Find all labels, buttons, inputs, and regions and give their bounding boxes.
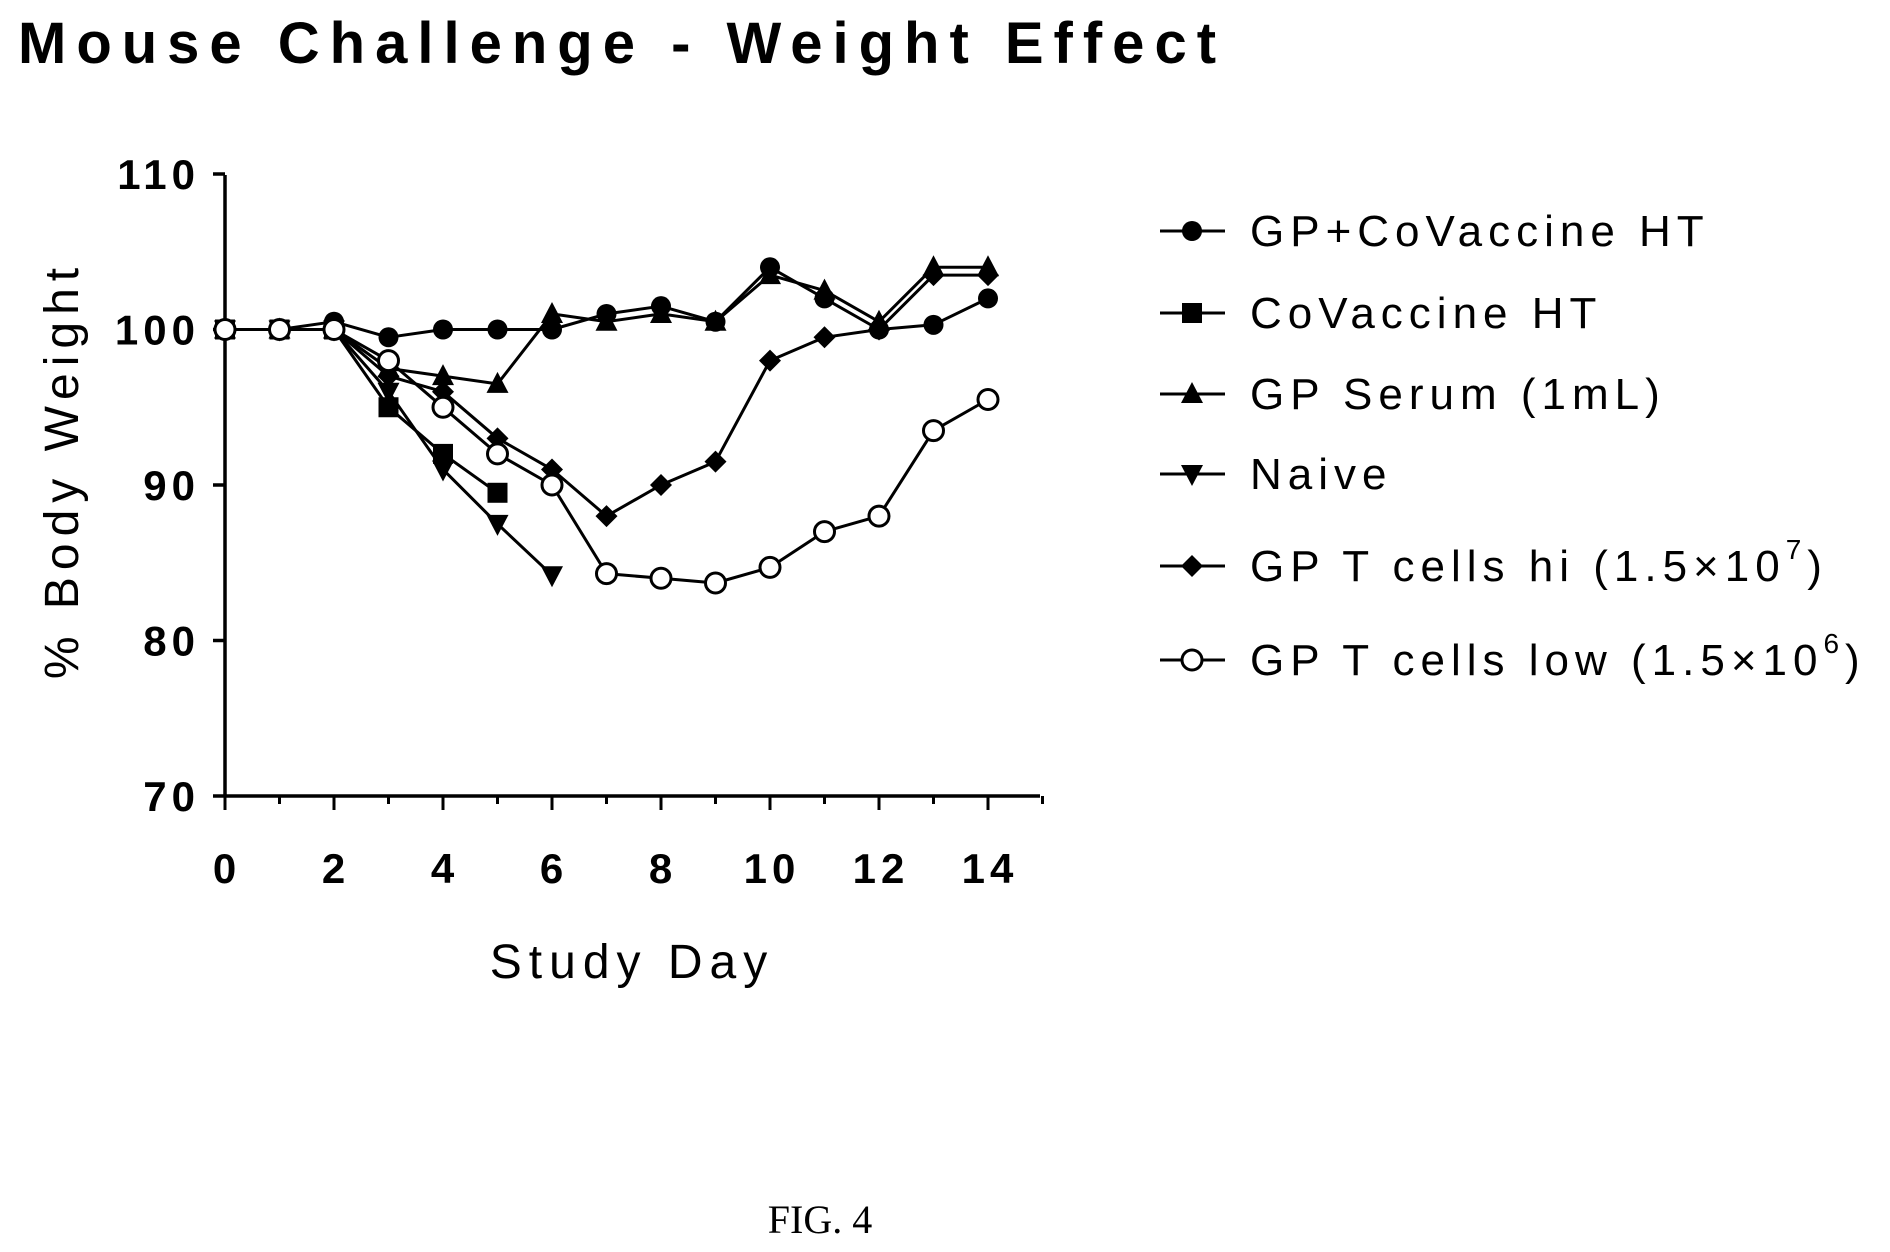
data-point xyxy=(377,349,400,373)
data-point xyxy=(650,474,672,496)
y-ticks: 70 80 90 100 110 xyxy=(115,151,225,820)
data-point xyxy=(759,349,781,372)
legend-label: GP T cells low (1.5×106) xyxy=(1250,628,1866,685)
series-layer xyxy=(213,255,1000,595)
data-point xyxy=(813,278,836,300)
data-point xyxy=(923,314,944,335)
chart-title: Mouse Challenge - Weight Effect xyxy=(18,11,1226,76)
series-5 xyxy=(214,264,999,528)
legend-marker xyxy=(1181,465,1203,486)
data-point xyxy=(432,460,454,482)
data-point xyxy=(813,520,836,544)
data-point xyxy=(758,555,782,579)
x-axis-label: Study Day xyxy=(490,936,774,989)
legend-item: GP Serum (1mL) xyxy=(1160,370,1666,419)
data-point xyxy=(487,319,508,340)
data-point xyxy=(486,371,509,393)
legend-label: Naive xyxy=(1250,450,1393,499)
legend-label: CoVaccine HT xyxy=(1250,289,1602,338)
legend: GP+CoVaccine HT CoVaccine HT GP Serum (1mL… xyxy=(1160,207,1866,685)
x-tick-label: 12 xyxy=(853,845,910,892)
data-point xyxy=(486,514,509,536)
data-point xyxy=(268,318,291,341)
y-tick-label: 90 xyxy=(143,462,200,509)
x-tick-label: 2 xyxy=(322,845,350,892)
legend-item: GP T cells hi (1.5×107) xyxy=(1160,534,1828,591)
data-point xyxy=(595,505,618,528)
data-point xyxy=(433,319,453,340)
legend-exponent: 6 xyxy=(1823,628,1845,659)
data-point xyxy=(595,562,618,586)
legend-marker xyxy=(1181,555,1203,577)
legend-marker xyxy=(1181,382,1203,403)
data-point xyxy=(759,263,781,285)
x-tick-label: 8 xyxy=(649,845,677,892)
data-point xyxy=(650,301,672,323)
legend-item: CoVaccine HT xyxy=(1160,289,1602,338)
legend-exponent: 7 xyxy=(1786,534,1808,565)
data-point xyxy=(541,301,563,323)
axes xyxy=(223,175,1040,798)
legend-marker xyxy=(1182,303,1202,323)
x-tick-label: 4 xyxy=(431,845,459,892)
data-point xyxy=(922,264,945,287)
y-tick-label: 70 xyxy=(143,773,200,820)
data-point xyxy=(976,387,1000,411)
data-point xyxy=(541,566,563,588)
legend-label-end: ) xyxy=(1845,636,1866,685)
data-point xyxy=(704,450,727,473)
data-point xyxy=(595,309,618,331)
data-point xyxy=(540,473,564,497)
data-point xyxy=(213,318,237,341)
y-tick-label: 80 xyxy=(143,618,200,665)
data-point xyxy=(978,288,998,309)
data-point xyxy=(649,566,673,590)
legend-item: GP+CoVaccine HT xyxy=(1160,207,1710,256)
y-axis-label: % Body Weight xyxy=(36,261,89,679)
data-point xyxy=(322,318,346,341)
x-tick-label: 0 xyxy=(213,845,241,892)
legend-label-end: ) xyxy=(1807,542,1828,591)
legend-label: GP Serum (1mL) xyxy=(1250,370,1666,419)
data-point xyxy=(432,364,454,386)
series-6 xyxy=(213,318,1000,595)
series-line xyxy=(225,328,989,585)
data-point xyxy=(378,397,399,418)
x-tick-label: 14 xyxy=(962,845,1019,892)
data-point xyxy=(542,319,562,340)
data-point xyxy=(813,326,836,349)
data-point xyxy=(378,327,399,348)
data-point xyxy=(922,419,945,443)
data-point xyxy=(431,395,455,419)
y-tick-label: 100 xyxy=(115,307,200,354)
x-ticks: 0 2 4 6 8 10 12 14 xyxy=(213,796,1044,892)
legend-item: Naive xyxy=(1160,450,1393,499)
legend-item: GP T cells low (1.5×106) xyxy=(1160,628,1866,685)
y-tick-label: 110 xyxy=(117,151,200,198)
data-point xyxy=(433,443,453,464)
data-point xyxy=(704,309,727,331)
legend-label: GP T cells hi (1.5×107) xyxy=(1250,534,1828,591)
legend-marker xyxy=(1180,648,1204,672)
x-tick-label: 10 xyxy=(744,845,801,892)
legend-label: GP+CoVaccine HT xyxy=(1250,207,1710,256)
x-tick-label: 6 xyxy=(540,845,568,892)
data-point xyxy=(977,264,999,287)
data-point xyxy=(486,442,509,466)
data-point xyxy=(868,318,890,341)
figure-caption: FIG. 4 xyxy=(768,1197,872,1242)
data-point xyxy=(487,482,508,503)
legend-marker xyxy=(1182,221,1202,241)
data-point xyxy=(867,504,891,528)
data-point xyxy=(704,571,727,595)
data-point xyxy=(377,382,400,404)
